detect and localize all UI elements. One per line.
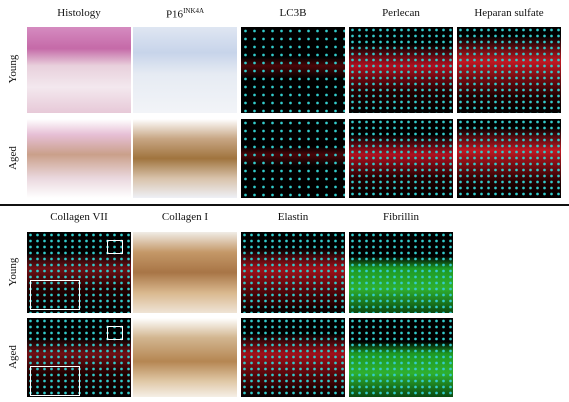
row-label: Young: [7, 54, 19, 84]
column-header: Collagen VII: [50, 211, 108, 223]
row-label: Aged: [7, 344, 19, 369]
inset-box: [30, 366, 80, 396]
column-header: Elastin: [277, 211, 309, 223]
micrograph-panel: [133, 27, 237, 113]
micrograph-panel: [27, 27, 131, 113]
micrograph-panel: [457, 27, 561, 113]
micrograph-panel: [241, 232, 345, 313]
micrograph-panel: [241, 119, 345, 198]
column-header: Collagen I: [161, 211, 209, 223]
inset-box: [30, 280, 80, 310]
micrograph-panel: [241, 318, 345, 397]
header-text: INK4A: [183, 7, 205, 15]
micrograph-panel: [241, 27, 345, 113]
column-header: LC3B: [279, 7, 307, 19]
zoom-box: [107, 326, 123, 340]
column-header: Perlecan: [382, 7, 420, 19]
micrograph-panel: [133, 318, 237, 397]
micrograph-panel: [349, 318, 453, 397]
micrograph-panel: [27, 119, 131, 198]
zoom-box: [107, 240, 123, 254]
micrograph-panel: [349, 119, 453, 198]
header-text: P16: [165, 8, 184, 21]
column-header: Fibrillin: [382, 211, 420, 223]
micrograph-panel: [457, 119, 561, 198]
divider: [0, 204, 569, 206]
row-label: Young: [7, 257, 19, 286]
column-header: Heparan sulfate: [474, 7, 544, 19]
micrograph-panel: [349, 27, 453, 113]
column-header: P16INK4A: [133, 7, 237, 21]
column-header: Histology: [57, 7, 101, 19]
micrograph-panel: [349, 232, 453, 313]
row-label: Aged: [7, 145, 19, 170]
micrograph-panel: [133, 119, 237, 198]
micrograph-panel: [133, 232, 237, 313]
